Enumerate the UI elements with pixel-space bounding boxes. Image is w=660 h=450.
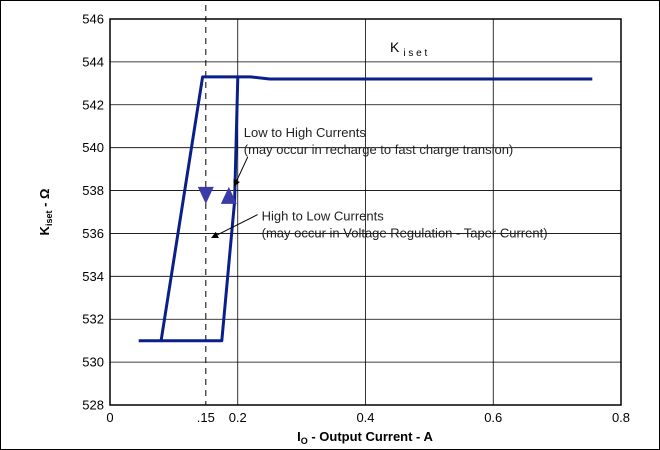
annotation-text: Low to High Currents bbox=[244, 125, 367, 140]
y-tick-label: 540 bbox=[82, 140, 104, 155]
x-tick-label: .15 bbox=[197, 410, 215, 425]
x-tick-label: 0.6 bbox=[484, 410, 502, 425]
series-group bbox=[138, 75, 593, 343]
y-tick-label: 546 bbox=[82, 12, 104, 27]
x-tick-label: 0.8 bbox=[612, 410, 630, 425]
annotation-text: (may occur in recharge to fast charge tr… bbox=[244, 142, 514, 157]
arrow-up-marker bbox=[220, 186, 237, 204]
y-ticks: 528 530 532 534 536 538 540 542 544 546 bbox=[82, 12, 104, 413]
x-tick-label: 0.2 bbox=[229, 410, 247, 425]
y-axis-title: Kiset - Ω bbox=[37, 189, 54, 236]
annotation-pointer bbox=[211, 214, 258, 239]
y-tick-label: 536 bbox=[82, 226, 104, 241]
arrow-down-marker bbox=[197, 186, 214, 204]
plot-border bbox=[109, 18, 622, 406]
annotations: Low to High Currents (may occur in rechar… bbox=[211, 125, 548, 241]
y-tick-label: 534 bbox=[82, 269, 104, 284]
y-tick-label: 538 bbox=[82, 183, 104, 198]
x-tick-label: 0.4 bbox=[356, 410, 374, 425]
y-tick-label: 528 bbox=[82, 398, 104, 413]
series-line-1 bbox=[138, 75, 593, 343]
y-tick-label: 544 bbox=[82, 54, 104, 69]
x-tick-label: 0 bbox=[106, 410, 113, 425]
annotation-text: High to Low Currents bbox=[262, 209, 385, 224]
series-line-2 bbox=[161, 76, 240, 343]
y-tick-label: 542 bbox=[82, 97, 104, 112]
arrow-markers bbox=[197, 186, 237, 204]
x-ticks: 0 .15 0.2 0.4 0.6 0.8 bbox=[106, 410, 630, 425]
y-tick-label: 530 bbox=[82, 355, 104, 370]
annotation-pointer bbox=[233, 156, 249, 187]
annotation-text: (may occur in Voltage Regulation - Taper… bbox=[262, 226, 548, 241]
x-axis-title: IO - Output Current - A bbox=[297, 429, 433, 446]
y-tick-label: 532 bbox=[82, 312, 104, 327]
